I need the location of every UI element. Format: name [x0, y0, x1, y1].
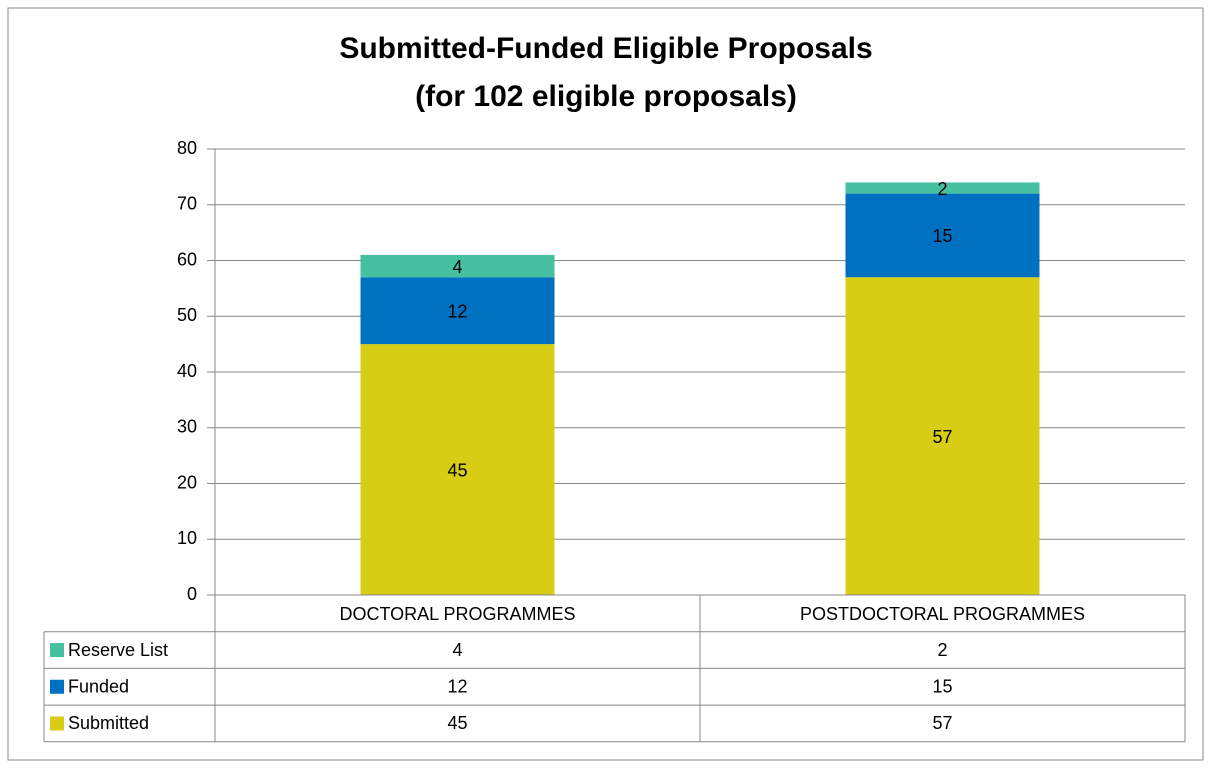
y-tick-label: 70 [177, 194, 197, 214]
legend-label: Reserve List [68, 640, 168, 660]
legend-label: Submitted [68, 713, 149, 733]
y-tick-label: 20 [177, 472, 197, 492]
table-value: 2 [937, 640, 947, 660]
x-tick-label: DOCTORAL PROGRAMMES [339, 604, 575, 624]
legend-swatch [50, 716, 64, 731]
y-tick-label: 10 [177, 528, 197, 548]
chart-title: Submitted-Funded Eligible Proposals [339, 32, 872, 65]
legend-label: Funded [68, 677, 129, 697]
legend-swatch [50, 643, 64, 658]
data-label: 57 [932, 427, 952, 447]
y-tick-label: 50 [177, 305, 197, 325]
table-value: 45 [447, 713, 467, 733]
y-tick-label: 30 [177, 417, 197, 437]
bar-segment [360, 344, 555, 595]
y-tick-label: 80 [177, 138, 197, 158]
legend-swatch [50, 679, 64, 694]
data-label: 15 [932, 226, 952, 246]
data-label: 4 [452, 257, 462, 277]
table-value: 15 [932, 677, 952, 697]
y-tick-label: 60 [177, 249, 197, 269]
y-tick-label: 40 [177, 361, 197, 381]
chart-subtitle: (for 102 eligible proposals) [415, 80, 797, 113]
bar-segment [845, 193, 1040, 278]
data-label: 45 [447, 460, 467, 480]
bar-segment [360, 277, 555, 345]
bar-segment [360, 254, 555, 278]
data-label: 2 [937, 179, 947, 199]
data-label: 12 [447, 301, 467, 321]
table-value: 4 [452, 640, 462, 660]
table-value: 57 [932, 713, 952, 733]
y-tick-label: 0 [187, 584, 197, 604]
x-tick-label: POSTDOCTORAL PROGRAMMES [800, 604, 1085, 624]
bar-segment [845, 277, 1040, 595]
bar-segment [845, 182, 1040, 194]
table-value: 12 [447, 677, 467, 697]
